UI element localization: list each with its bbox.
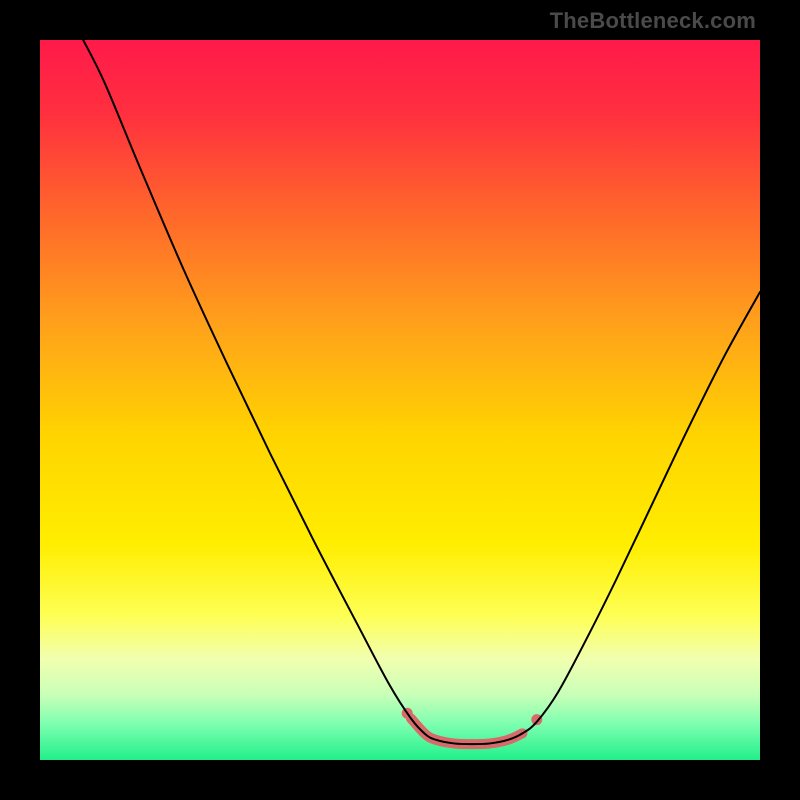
chart-background (40, 40, 760, 760)
watermark-text: TheBottleneck.com (550, 8, 756, 34)
chart-plot-area (40, 40, 760, 760)
chart-frame: TheBottleneck.com (0, 0, 800, 800)
chart-svg (40, 40, 760, 760)
